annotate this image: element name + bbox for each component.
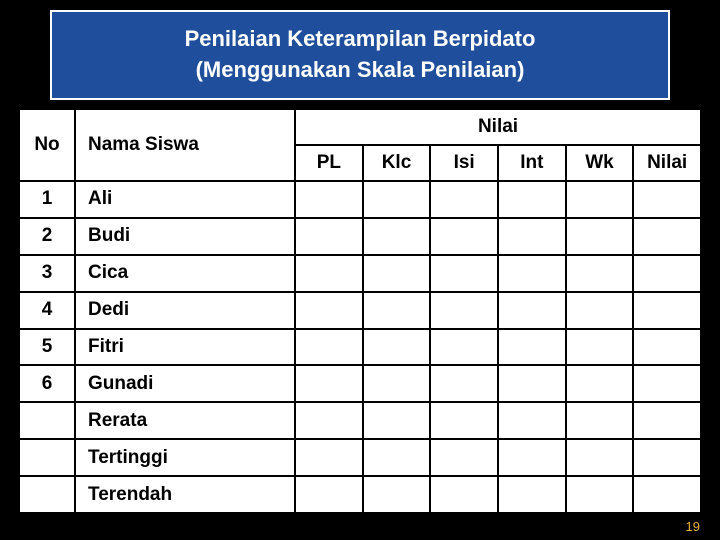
cell-score — [430, 218, 498, 255]
cell-score — [363, 329, 431, 366]
cell-score — [295, 292, 363, 329]
cell-score — [430, 329, 498, 366]
cell-score — [498, 439, 566, 476]
cell-score — [633, 329, 701, 366]
cell-score — [633, 439, 701, 476]
cell-score — [498, 255, 566, 292]
cell-score — [566, 181, 634, 218]
assessment-table: No Nama Siswa Nilai PL Klc Isi Int Wk Ni… — [18, 108, 702, 514]
cell-no-empty — [19, 402, 75, 439]
cell-no: 4 — [19, 292, 75, 329]
cell-score — [295, 476, 363, 513]
cell-no: 2 — [19, 218, 75, 255]
cell-name: Cica — [75, 255, 295, 292]
cell-score — [633, 181, 701, 218]
title-line-2: (Menggunakan Skala Penilaian) — [72, 55, 648, 86]
cell-score — [295, 218, 363, 255]
cell-score — [363, 476, 431, 513]
header-int: Int — [498, 145, 566, 181]
cell-name: Fitri — [75, 329, 295, 366]
header-klc: Klc — [363, 145, 431, 181]
cell-score — [363, 292, 431, 329]
summary-label: Tertinggi — [75, 439, 295, 476]
cell-score — [295, 439, 363, 476]
table-row: 6 Gunadi — [19, 365, 701, 402]
cell-score — [566, 439, 634, 476]
summary-label: Rerata — [75, 402, 295, 439]
cell-score — [430, 439, 498, 476]
cell-name: Gunadi — [75, 365, 295, 402]
cell-score — [498, 329, 566, 366]
cell-score — [566, 218, 634, 255]
cell-score — [363, 439, 431, 476]
cell-score — [295, 402, 363, 439]
summary-row: Rerata — [19, 402, 701, 439]
header-pl: PL — [295, 145, 363, 181]
cell-score — [430, 181, 498, 218]
cell-score — [498, 181, 566, 218]
table-row: 4 Dedi — [19, 292, 701, 329]
header-name: Nama Siswa — [75, 109, 295, 181]
title-line-1: Penilaian Keterampilan Berpidato — [72, 24, 648, 55]
table-row: 3 Cica — [19, 255, 701, 292]
cell-score — [566, 365, 634, 402]
header-no: No — [19, 109, 75, 181]
cell-no: 1 — [19, 181, 75, 218]
cell-score — [498, 402, 566, 439]
summary-label: Terendah — [75, 476, 295, 513]
cell-score — [363, 255, 431, 292]
cell-score — [566, 402, 634, 439]
cell-score — [295, 181, 363, 218]
cell-no: 3 — [19, 255, 75, 292]
cell-score — [498, 292, 566, 329]
cell-score — [566, 476, 634, 513]
cell-name: Ali — [75, 181, 295, 218]
cell-score — [498, 365, 566, 402]
assessment-table-wrap: No Nama Siswa Nilai PL Klc Isi Int Wk Ni… — [18, 108, 702, 514]
cell-score — [430, 292, 498, 329]
cell-score — [363, 365, 431, 402]
cell-no: 5 — [19, 329, 75, 366]
table-row: 1 Ali — [19, 181, 701, 218]
cell-score — [633, 292, 701, 329]
cell-score — [566, 329, 634, 366]
cell-score — [363, 181, 431, 218]
header-isi: Isi — [430, 145, 498, 181]
table-body: 1 Ali 2 Budi 3 Cica 4 Dedi 5 Fitri — [19, 181, 701, 513]
cell-score — [633, 365, 701, 402]
cell-score — [633, 476, 701, 513]
cell-score — [498, 218, 566, 255]
cell-score — [633, 255, 701, 292]
cell-no-empty — [19, 439, 75, 476]
cell-score — [430, 402, 498, 439]
table-row: 2 Budi — [19, 218, 701, 255]
cell-score — [363, 218, 431, 255]
table-row: 5 Fitri — [19, 329, 701, 366]
cell-score — [430, 255, 498, 292]
cell-score — [295, 329, 363, 366]
cell-score — [295, 255, 363, 292]
cell-score — [498, 476, 566, 513]
cell-name: Dedi — [75, 292, 295, 329]
cell-name: Budi — [75, 218, 295, 255]
cell-no-empty — [19, 476, 75, 513]
cell-score — [633, 218, 701, 255]
cell-score — [430, 365, 498, 402]
cell-score — [633, 402, 701, 439]
header-nilai: Nilai — [295, 109, 701, 145]
summary-row: Terendah — [19, 476, 701, 513]
header-wk: Wk — [566, 145, 634, 181]
cell-score — [295, 365, 363, 402]
cell-score — [363, 402, 431, 439]
cell-score — [566, 255, 634, 292]
page-number: 19 — [686, 519, 700, 534]
cell-score — [430, 476, 498, 513]
title-box: Penilaian Keterampilan Berpidato (Menggu… — [50, 10, 670, 100]
cell-no: 6 — [19, 365, 75, 402]
header-nilai-col: Nilai — [633, 145, 701, 181]
cell-score — [566, 292, 634, 329]
summary-row: Tertinggi — [19, 439, 701, 476]
